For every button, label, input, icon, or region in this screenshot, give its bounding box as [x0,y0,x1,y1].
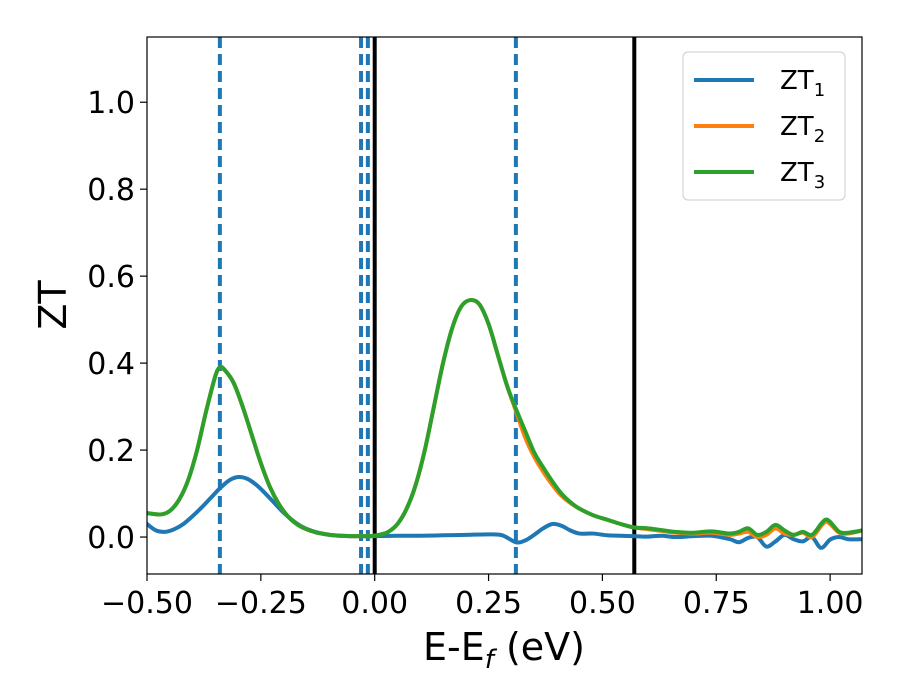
legend-items: ZT1 ZT2 ZT3 [694,66,825,193]
x-axis-label: E-Ef (eV) [423,625,585,675]
legend-box [682,51,846,201]
legend-label-zt2: ZT2 [780,112,825,147]
y-tick-label: 0.8 [87,173,135,208]
y-axis-label: ZT [31,280,75,330]
y-tick-label: 0.6 [87,260,135,295]
x-axis-ticks: −0.50 −0.25 0.00 0.25 0.50 0.75 1.00 [101,574,864,621]
x-tick-label: 0.50 [569,586,636,621]
plot-frame [146,36,863,575]
legend-label-zt1: ZT1 [780,66,825,101]
y-tick-label: 0.2 [87,434,135,469]
x-tick-label: 0.75 [683,586,750,621]
y-tick-label: 0.4 [87,347,135,382]
x-tick-label: 1.00 [797,586,864,621]
series-lines [147,297,862,550]
legend: ZT1 ZT2 ZT3 [682,51,846,201]
legend-label-zt3: ZT3 [780,158,825,193]
x-tick-label: 0.00 [341,586,408,621]
vertical-lines [217,37,637,574]
y-tick-label: 0.0 [87,521,135,556]
x-tick-label: −0.25 [215,586,307,621]
series-line-zt3 [147,297,862,539]
x-tick-label: −0.50 [101,586,193,621]
series-line-zt1 [147,474,862,550]
plot-area [147,37,862,574]
y-tick-label: 1.0 [87,86,135,121]
y-axis-ticks: 0.0 0.2 0.4 0.6 0.8 1.0 [87,86,147,556]
x-tick-label: 0.25 [455,586,522,621]
